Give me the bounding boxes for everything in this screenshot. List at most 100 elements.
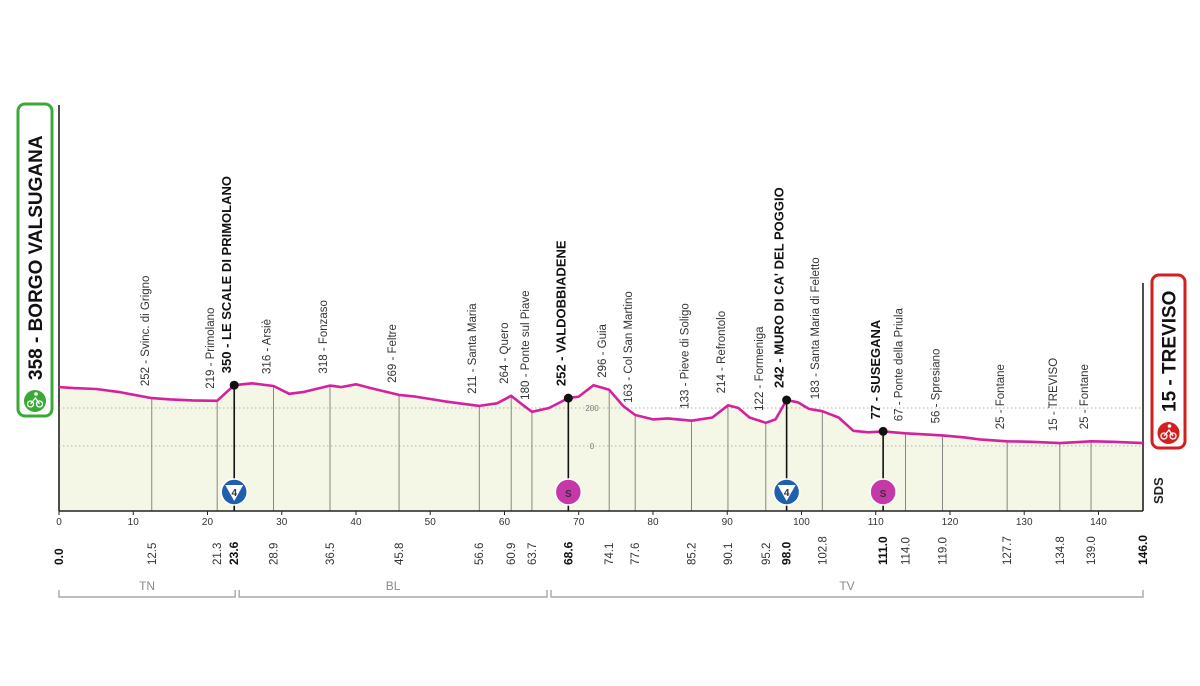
province-bracket xyxy=(58,590,236,598)
finish-badge-rider-head-icon xyxy=(1167,424,1172,428)
waypoint-km: 28.9 xyxy=(269,543,281,565)
waypoint-label: 56 - Spresiano xyxy=(931,349,943,424)
profile-line-layer xyxy=(58,382,1144,445)
waypoint-km: 127.7 xyxy=(1002,536,1014,565)
x-tick-label: 110 xyxy=(868,517,884,528)
sprint-letter: S xyxy=(565,489,572,500)
sds-logo: SDS xyxy=(1151,477,1166,504)
x-tick-label: 40 xyxy=(350,517,362,528)
finish-km: 146.0 xyxy=(1136,535,1150,565)
waypoint-label: 180 - Ponte sul Piave xyxy=(520,290,532,399)
elevation-tick-label: 200 xyxy=(585,404,599,413)
start-badge: 358 - BORGO VALSUGANA xyxy=(16,102,54,418)
finish-badge: 15 - TREVISO xyxy=(1150,273,1187,450)
waypoint-label: 163 - Col San Martino xyxy=(623,291,635,403)
waypoint-km: 45.8 xyxy=(394,543,406,565)
x-tick-label: 60 xyxy=(499,517,511,528)
waypoint-km: 95.2 xyxy=(761,543,773,565)
x-tick-label: 30 xyxy=(276,517,288,528)
sprint-letter: S xyxy=(880,489,887,500)
waypoint-dot xyxy=(782,395,792,405)
province-label: BL xyxy=(386,579,401,593)
waypoint-km: 74.1 xyxy=(604,543,616,565)
waypoint-km: 114.0 xyxy=(900,537,912,565)
waypoint-label: 214 - Refrontolo xyxy=(716,311,728,393)
x-tick-label: 90 xyxy=(722,517,734,528)
waypoint-km: 36.5 xyxy=(325,543,337,565)
waypoint-km: 98.0 xyxy=(780,541,794,565)
waypoint-km: 12.5 xyxy=(147,543,159,565)
waypoint-label-layer: 252 - Svinc. di Grigno 219 - Primolano 350… xyxy=(140,176,1091,431)
province-label: TN xyxy=(139,579,155,593)
x-tick-label: 70 xyxy=(573,517,585,528)
kom-triangle xyxy=(225,485,244,501)
waypoint-label: 183 - Santa Maria di Feletto xyxy=(810,257,822,399)
finish-badge-label: 15 - TREVISO xyxy=(1160,291,1181,412)
waypoint-km: 119.0 xyxy=(938,537,950,565)
waypoint-label: 318 - Fonzaso xyxy=(318,300,330,374)
waypoint-km: 102.8 xyxy=(817,536,829,565)
x-tick-label: 120 xyxy=(942,517,959,528)
start-badge-label: 358 - BORGO VALSUGANA xyxy=(26,135,47,380)
province-bracket xyxy=(238,590,548,598)
waypoint-km: 56.6 xyxy=(474,543,486,565)
waypoint-km: 139.0 xyxy=(1086,536,1098,565)
waypoint-km: 68.6 xyxy=(561,541,575,565)
x-tick-label: 140 xyxy=(1090,517,1107,528)
kom-triangle xyxy=(777,485,796,501)
start-badge-wheel-icon xyxy=(35,400,44,408)
finish-badge-frame xyxy=(1150,273,1187,450)
waypoint-km: 111.0 xyxy=(876,536,890,565)
sprint-badge xyxy=(869,478,897,506)
waypoint-label: 242 - MURO DI CA' DEL POGGIO xyxy=(772,187,787,388)
waypoint-label: 219 - Primolano xyxy=(205,308,217,389)
waypoint-label: 133 - Pieve di Soligo xyxy=(680,303,692,408)
province-label: TV xyxy=(839,579,854,593)
waypoint-label: 122 - Formeniga xyxy=(754,326,766,411)
waypoint-line-layer xyxy=(151,385,1092,511)
waypoint-label: 25 - Fontane xyxy=(995,364,1007,429)
waypoint-dot xyxy=(229,380,239,390)
province-layer: TN BL TV xyxy=(58,579,1144,598)
start-badge-rider-head-icon xyxy=(34,392,38,396)
elevation-tick-label: 0 xyxy=(590,442,595,451)
start-badge-frame-icon xyxy=(30,396,41,405)
finish-badge-wheel-icon xyxy=(1160,432,1168,440)
finish-badge-frame-icon xyxy=(1163,428,1174,437)
start-badge-wheel-icon xyxy=(26,400,35,408)
waypoint-label: 296 - Guia xyxy=(597,323,609,377)
kom-category: 4 xyxy=(784,488,790,499)
x-tick-label: 10 xyxy=(128,517,140,528)
start-badge-frame xyxy=(16,102,54,418)
finish-badge-wheel-icon xyxy=(1169,432,1177,440)
waypoint-km-layer: 12.5 21.3 23.6 28.9 36.5 45.8 56.6 60.9 63.7 68.6… xyxy=(52,535,1150,565)
x-tick-label: 100 xyxy=(793,517,810,528)
x-axis-layer: 0 10 20 30 40 50 60 70 80 90 100 110 120 130 140 xyxy=(56,510,1143,528)
kom-category: 4 xyxy=(231,488,237,499)
waypoint-dot xyxy=(878,426,888,436)
x-tick-label: 130 xyxy=(1016,517,1033,528)
waypoint-label: 252 - VALDOBBIADENE xyxy=(553,240,568,386)
waypoint-label: 269 - Feltre xyxy=(387,324,399,383)
sprint-badge xyxy=(554,478,583,506)
start-finish-layer: 358 - BORGO VALSUGANA 15 - TREVISO SDS xyxy=(16,102,1187,504)
x-tick-label: 0 xyxy=(56,517,62,528)
x-tick-label: 20 xyxy=(202,517,214,528)
waypoint-label: 25 - Fontane xyxy=(1079,364,1091,429)
waypoint-label: 264 - Quero xyxy=(499,322,511,383)
waypoint-label: 211 - Santa Maria xyxy=(467,303,479,394)
waypoint-km: 23.6 xyxy=(227,541,241,565)
start-km: 0.0 xyxy=(52,548,66,565)
waypoint-km: 134.8 xyxy=(1055,536,1067,565)
waypoint-label: 350 - LE SCALE DI PRIMOLANO xyxy=(219,176,234,373)
climb-sprint-icon-layer: 4 S 4 S xyxy=(220,380,897,506)
waypoint-km: 21.3 xyxy=(212,543,224,565)
waypoint-label: 77 - SUSEGANA xyxy=(868,319,883,419)
x-tick-label: 80 xyxy=(647,517,659,528)
waypoint-km: 63.7 xyxy=(527,543,539,565)
waypoint-label: 67 - Ponte della Priula xyxy=(893,308,905,422)
waypoint-km: 90.1 xyxy=(723,543,735,565)
profile-line xyxy=(58,382,1144,445)
